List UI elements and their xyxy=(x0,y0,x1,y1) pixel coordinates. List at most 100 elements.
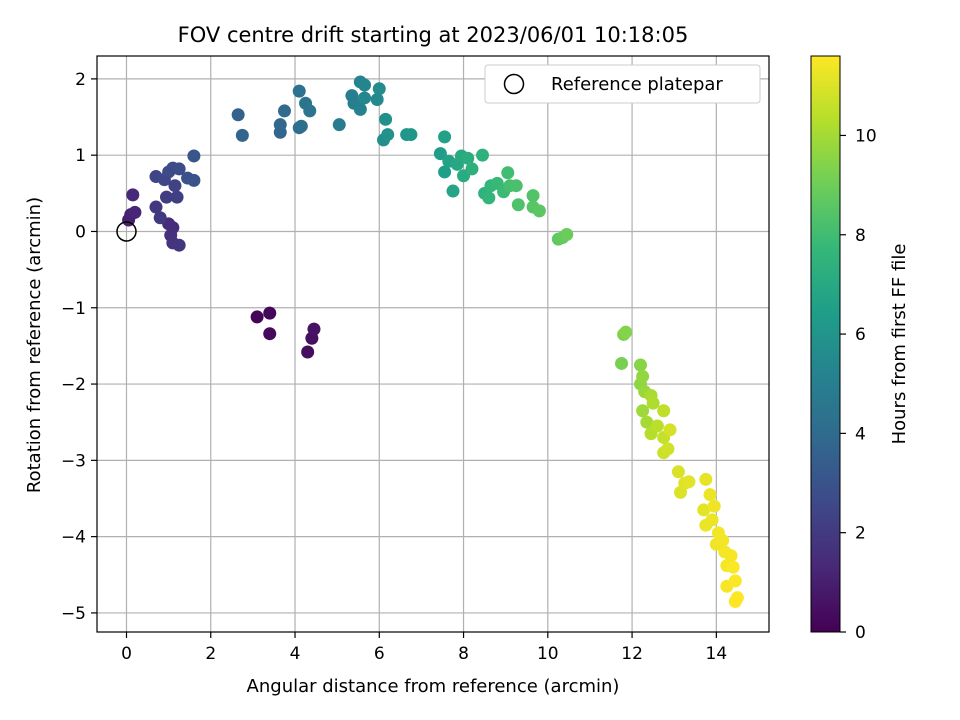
data-point xyxy=(379,112,393,126)
data-point xyxy=(277,104,291,118)
data-point xyxy=(307,322,321,336)
x-tick-label: 2 xyxy=(205,644,216,664)
x-tick-label: 10 xyxy=(537,644,559,664)
data-point xyxy=(705,513,719,527)
y-tick-label: −5 xyxy=(61,604,86,624)
x-tick-label: 8 xyxy=(458,644,469,664)
data-point xyxy=(231,108,245,122)
y-tick-label: −1 xyxy=(61,299,86,319)
y-tick-label: 2 xyxy=(75,70,86,90)
legend: Reference platepar xyxy=(484,64,761,104)
data-point xyxy=(636,404,650,418)
data-point xyxy=(671,465,685,479)
data-point xyxy=(476,148,490,162)
reference-platepar-marker xyxy=(116,221,137,242)
data-point xyxy=(168,179,182,193)
colorbar-tick-label: 6 xyxy=(855,325,866,345)
data-point xyxy=(615,356,629,370)
data-point xyxy=(699,472,713,486)
x-tick-label: 0 xyxy=(121,644,132,664)
data-point xyxy=(636,369,650,383)
data-point xyxy=(703,488,717,502)
data-point xyxy=(438,130,452,144)
x-axis-label: Angular distance from reference (arcmin) xyxy=(247,676,620,697)
y-tick-label: −3 xyxy=(61,451,86,471)
data-point xyxy=(682,475,696,489)
data-point xyxy=(482,191,496,205)
y-tick-label: 0 xyxy=(75,222,86,242)
colorbar-tick-label: 10 xyxy=(855,126,877,146)
data-point xyxy=(303,104,317,118)
colorbar-tick-label: 0 xyxy=(855,623,866,643)
data-point xyxy=(160,190,174,204)
grid xyxy=(97,56,769,632)
colorbar-label: Hours from first FF file xyxy=(889,244,910,445)
data-point xyxy=(633,358,647,372)
data-point xyxy=(446,184,460,198)
data-point xyxy=(153,211,167,225)
x-tick-label: 4 xyxy=(290,644,301,664)
plot-frame xyxy=(96,55,770,633)
data-point xyxy=(404,128,418,142)
colorbar-tick-label: 8 xyxy=(855,226,866,246)
y-tick-label: 1 xyxy=(75,146,86,166)
data-point xyxy=(301,345,315,359)
data-point xyxy=(650,419,664,433)
x-tick-label: 12 xyxy=(621,644,643,664)
data-point xyxy=(560,228,574,242)
data-point xyxy=(619,325,633,339)
data-point xyxy=(716,533,730,547)
data-point xyxy=(187,173,201,187)
chart-title: FOV centre drift starting at 2023/06/01 … xyxy=(178,23,689,47)
y-axis-label: Rotation from reference (arcmin) xyxy=(24,197,45,493)
data-points xyxy=(116,75,744,608)
data-point xyxy=(263,306,277,320)
data-point xyxy=(511,198,525,212)
data-point xyxy=(172,238,186,252)
data-point xyxy=(126,188,140,202)
data-point xyxy=(187,149,201,163)
legend-box xyxy=(484,64,761,104)
colorbar-tick-label: 2 xyxy=(855,524,866,544)
data-point xyxy=(372,82,386,96)
data-point xyxy=(358,78,372,92)
data-point xyxy=(707,499,721,513)
data-point xyxy=(273,118,287,132)
x-tick-label: 6 xyxy=(374,644,385,664)
data-point xyxy=(663,423,677,437)
data-point xyxy=(294,119,308,133)
data-point xyxy=(381,128,395,142)
data-point xyxy=(724,549,738,563)
y-tick-label: −4 xyxy=(61,528,86,548)
data-point xyxy=(292,84,306,98)
data-point xyxy=(726,560,740,574)
data-point xyxy=(438,165,452,179)
legend-label: Reference platepar xyxy=(551,74,723,95)
colorbar-tick-label: 4 xyxy=(855,424,866,444)
colorbar: 0 2 4 6 8 10 Hours from first FF file xyxy=(810,55,910,643)
data-point xyxy=(526,189,540,203)
data-point xyxy=(509,179,523,193)
y-tick-label: −2 xyxy=(61,375,86,395)
data-point xyxy=(370,92,384,106)
data-point xyxy=(358,91,372,105)
data-point xyxy=(728,574,742,588)
colorbar-ticks: 0 2 4 6 8 10 xyxy=(840,126,877,643)
data-point xyxy=(640,415,654,429)
data-point xyxy=(646,396,660,410)
data-point xyxy=(461,151,475,165)
data-point xyxy=(353,102,367,116)
data-point xyxy=(263,327,277,341)
legend-reference-marker xyxy=(503,73,525,95)
data-point xyxy=(235,128,249,142)
data-point xyxy=(501,166,515,180)
data-point xyxy=(657,404,671,418)
colorbar-gradient xyxy=(810,55,841,633)
x-tick-label: 14 xyxy=(706,644,728,664)
data-point xyxy=(128,205,142,219)
data-point xyxy=(661,442,675,456)
data-point xyxy=(149,200,163,214)
data-point xyxy=(465,162,479,176)
